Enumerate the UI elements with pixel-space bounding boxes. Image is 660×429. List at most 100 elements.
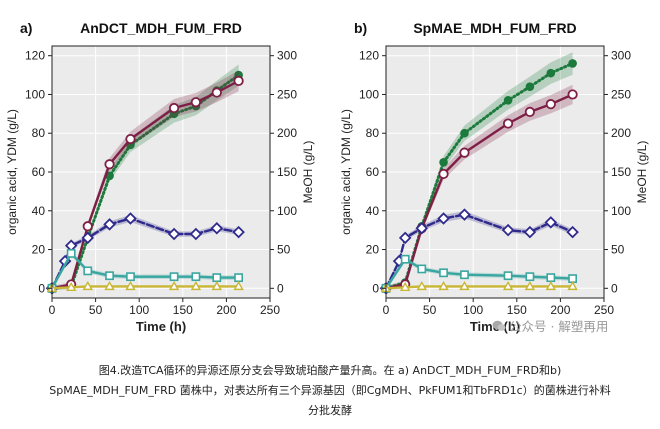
y-tick-label: 0 (38, 281, 45, 295)
figure-panels: 0 50 100 150 200 2500204060801001200501001502… (5, 20, 649, 334)
data-point (233, 280, 244, 291)
data-point (81, 231, 95, 245)
y-tick-label: 40 (366, 204, 380, 218)
panel-b: 0 50 100 150 200 250 0 20 40 60 80 100 120 0 50 100 150 2… (339, 20, 649, 334)
data-point (503, 271, 513, 281)
data-point (524, 106, 535, 118)
x-tick-label: 0 (383, 303, 390, 317)
data-point (126, 272, 135, 282)
data-point (524, 280, 536, 291)
series-yellow-triangles (380, 280, 578, 293)
y2-tick-label: 250 (611, 87, 631, 101)
caption-line-1: 图4.改造TCA循环的异源还原分支会导致琥珀酸产量升高。在 a) AnDCT_M… (98, 364, 562, 377)
data-point (502, 118, 514, 129)
data-point (212, 273, 222, 283)
data-point (439, 268, 448, 278)
y2-tick-label: 250 (277, 87, 297, 101)
panel-label: a) (20, 20, 32, 36)
data-point (566, 225, 579, 239)
series-line (50, 217, 240, 290)
data-point (438, 168, 449, 180)
y-tick-label: 120 (25, 49, 45, 63)
data-point (125, 280, 136, 291)
data-point (546, 273, 556, 283)
y-tick-label: 20 (32, 243, 46, 257)
y2-tick-label: 0 (611, 281, 618, 295)
series-yellow-triangles (46, 280, 244, 293)
y2-tick-label: 300 (277, 49, 297, 63)
y2-tick-label: 300 (611, 49, 631, 63)
data-point (501, 223, 515, 237)
y-tick-label: 100 (25, 87, 45, 101)
data-point (125, 133, 136, 145)
data-point (567, 280, 578, 291)
data-point (233, 75, 244, 86)
y-axis-label: organic acid, YDM (g/L) (5, 109, 19, 235)
data-point (104, 280, 115, 291)
y-tick-label: 40 (32, 204, 46, 218)
chart-title: AnDCT_MDH_FUM_FRD (80, 20, 242, 36)
x-tick-label: 150 (507, 303, 527, 317)
y-tick-label: 0 (372, 281, 379, 295)
data-point (400, 254, 410, 264)
data-point (545, 99, 556, 110)
data-point (459, 147, 470, 158)
data-point (190, 97, 201, 108)
y2-tick-label: 50 (611, 243, 625, 257)
wechat-icon (492, 320, 506, 331)
data-point (544, 216, 558, 229)
panel-a: 0 50 100 150 200 250 0 20 40 60 80 100 120 0 50 100 150 2… (5, 20, 315, 334)
y2-tick-label: 0 (277, 281, 284, 295)
data-point (460, 128, 469, 138)
y2-tick-label: 200 (611, 126, 631, 140)
y2-tick-label: 150 (611, 165, 631, 179)
y-tick-label: 20 (366, 243, 380, 257)
y-tick-label: 60 (366, 165, 380, 179)
data-point (525, 82, 535, 92)
chart-title: SpMAE_MDH_FUM_FRD (413, 20, 576, 36)
data-point (503, 95, 513, 105)
x-tick-label: 200 (216, 303, 236, 317)
y2-axis-label: MeOH (g/L) (635, 141, 649, 204)
data-point (83, 266, 93, 276)
data-point (438, 280, 449, 291)
y-tick-label: 120 (359, 49, 379, 63)
y2-tick-label: 150 (277, 165, 297, 179)
data-point (567, 89, 578, 100)
data-point (437, 212, 450, 225)
y2-axis-label: MeOH (g/L) (301, 141, 315, 204)
data-point (399, 281, 411, 292)
data-point (210, 221, 224, 235)
watermark-text: 公众号 · 解塑再用 (509, 319, 609, 334)
x-tick-label: 250 (594, 303, 614, 317)
x-tick-label: 200 (550, 303, 570, 317)
x-tick-label: 50 (89, 303, 103, 317)
data-point (168, 280, 180, 291)
y-axis-label: organic acid, YDM (g/L) (339, 109, 353, 235)
data-point (398, 231, 412, 245)
caption-line-2: SpMAE_MDH_FUM_FRD 菌株中，对表达所有三个异源基因（即CgMDH… (49, 384, 611, 397)
data-point (191, 272, 201, 282)
x-axis-label: Time (h) (136, 319, 186, 334)
x-tick-label: 100 (129, 303, 149, 317)
y2-tick-label: 100 (277, 204, 297, 218)
data-point (167, 227, 181, 241)
data-point (211, 87, 222, 98)
data-point (234, 273, 244, 283)
data-point (103, 218, 116, 231)
data-point (66, 249, 76, 258)
data-point (104, 159, 115, 170)
data-point (416, 280, 427, 291)
x-tick-label: 0 (49, 303, 56, 317)
x-tick-label: 150 (173, 303, 193, 317)
data-point (168, 102, 180, 114)
data-point (190, 280, 202, 291)
data-point (189, 227, 203, 241)
data-point (232, 225, 245, 239)
figure-caption: 图4.改造TCA循环的异源还原分支会导致琥珀酸产量升高。在 a) AnDCT_M… (20, 361, 640, 421)
data-point (568, 59, 577, 68)
data-point (415, 221, 429, 235)
watermark: 公众号 · 解塑再用 (492, 316, 608, 335)
series-line (384, 213, 574, 290)
data-point (211, 280, 223, 291)
